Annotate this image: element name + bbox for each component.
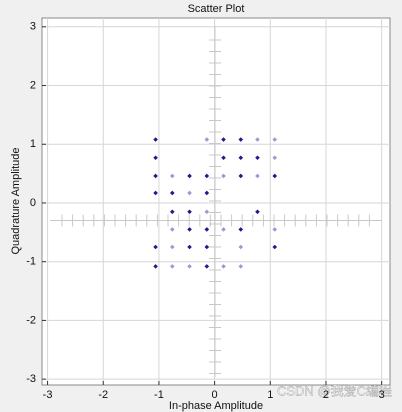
- x-tick-label: -2: [98, 389, 108, 401]
- x-tick-label: -1: [154, 389, 164, 401]
- scatter-point: [272, 244, 278, 250]
- scatter-point: [238, 227, 244, 232]
- scatter-point: [204, 209, 210, 215]
- scatter-point: [187, 264, 192, 269]
- scatter-point: [238, 137, 244, 142]
- scatter-point: [255, 155, 260, 161]
- scatter-point: [221, 155, 226, 161]
- scatter-point: [221, 173, 226, 179]
- x-tick-label: -3: [43, 389, 53, 401]
- grid: [42, 18, 390, 385]
- y-tick-label: 2: [30, 79, 36, 91]
- scatter-point: [272, 173, 278, 179]
- scatter-point: [238, 173, 244, 179]
- y-tick-label: -3: [26, 373, 36, 385]
- scatter-point: [204, 137, 210, 142]
- scatter-point: [204, 244, 210, 250]
- scatter-point: [187, 227, 192, 232]
- scatter-point: [169, 173, 175, 179]
- y-tick-label: -2: [26, 314, 36, 326]
- y-tick-label: 1: [30, 138, 36, 150]
- x-tick-label: 3: [379, 389, 385, 401]
- watermark: CSDN @我爱C编程: [277, 383, 392, 398]
- scatter-point: [204, 227, 210, 232]
- scatter-point: [169, 190, 175, 196]
- scatter-point: [169, 227, 175, 232]
- scatter-point: [169, 264, 175, 269]
- y-tick-label: -1: [26, 256, 36, 268]
- scatter-point: [221, 264, 226, 269]
- scatter-point: [187, 244, 192, 250]
- scatter-point: [272, 155, 278, 161]
- scatter-point: [187, 190, 192, 196]
- y-tick-label: 0: [30, 197, 36, 209]
- x-tick-label: 0: [212, 389, 218, 401]
- marks: [153, 137, 278, 269]
- scatter-point: [255, 137, 260, 142]
- scatter-point: [187, 209, 192, 215]
- scatter-point: [153, 264, 158, 269]
- scatter-point: [204, 190, 210, 196]
- y-tick-label: 3: [30, 21, 36, 33]
- y-axis-label: Quadrature Amplitude: [10, 147, 22, 254]
- scatter-point: [204, 264, 210, 269]
- scatter-point: [153, 155, 158, 161]
- scatter-point: [238, 244, 244, 250]
- scatter-point: [169, 209, 175, 215]
- scatter-point: [153, 190, 158, 196]
- scatter-point: [272, 227, 278, 232]
- scatter-point: [238, 264, 244, 269]
- scatter-point: [272, 137, 278, 142]
- scatter-point: [221, 137, 226, 142]
- scatter-point: [255, 173, 260, 179]
- scatter-point: [153, 244, 158, 250]
- x-tick-label: 1: [267, 389, 273, 401]
- scatter-point: [238, 155, 244, 161]
- x-tick-label: 2: [323, 389, 329, 401]
- scatter-point: [153, 173, 158, 179]
- scatter-point: [255, 209, 260, 215]
- x-axis-label: In-phase Amplitude: [169, 400, 263, 412]
- chart-title: Scatter Plot: [188, 3, 245, 15]
- scatter-point: [221, 227, 226, 232]
- scatter-point: [169, 244, 175, 250]
- scatter-point: [153, 137, 158, 142]
- scatter-point: [204, 173, 210, 179]
- scatter-point: [187, 173, 192, 179]
